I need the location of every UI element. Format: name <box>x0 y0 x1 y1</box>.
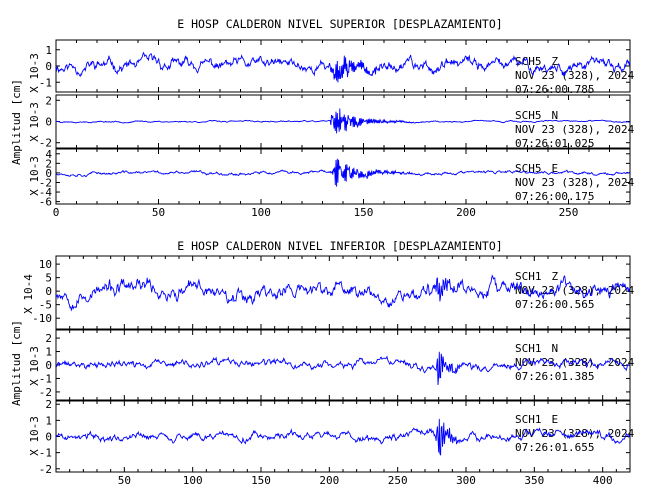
channel-date-label: NOV 23 (328), 2024 <box>515 69 635 82</box>
x-tick-label: 200 <box>456 206 476 219</box>
upper-channel-e: X 10-3 SCH5 E NOV 23 (328), 2024 07:26:00… <box>28 156 635 203</box>
lower-trace-z <box>55 274 631 312</box>
upper-channel-n: X 10-3 SCH5 N NOV 23 (328), 2024 07:26:01… <box>28 102 635 150</box>
channel-date-label: NOV 23 (328), 2024 <box>515 176 635 189</box>
channel-date-label: NOV 23 (328), 2024 <box>515 356 635 369</box>
upper-trace-e <box>55 158 631 187</box>
x-tick-label: 400 <box>593 474 613 487</box>
y-tick-label: 1 <box>45 414 52 427</box>
y-tick-label: -5 <box>39 299 52 312</box>
channel-time-label: 07:26:01.025 <box>515 137 594 150</box>
x-tick-label: 250 <box>388 474 408 487</box>
channel-time-label: 07:26:00.175 <box>515 190 594 203</box>
y-tick-label: -2 <box>39 386 52 399</box>
channel-date-label: NOV 23 (328), 2024 <box>515 123 635 136</box>
y-tick-label: 2 <box>45 398 52 411</box>
component-name: Z <box>552 270 559 283</box>
channel-station-label: SCH1 N <box>515 342 558 355</box>
component-name: E <box>552 413 559 426</box>
y-tick-label: 0 <box>45 359 52 372</box>
x-tick-label: 300 <box>456 474 476 487</box>
channel-time-label: 07:26:00.565 <box>515 298 594 311</box>
channel-station-label: SCH5 N <box>515 109 558 122</box>
x-tick-label: 350 <box>524 474 544 487</box>
component-name: Z <box>552 55 559 68</box>
upper-trace-z <box>55 51 631 83</box>
station-name: SCH1 <box>515 270 542 283</box>
y-tick-label: -2 <box>39 176 52 189</box>
lower-ylabel: Amplitud [cm] <box>10 320 23 406</box>
y-tick-label: 10 <box>39 258 52 271</box>
channel-time-label: 07:26:01.385 <box>515 370 594 383</box>
channel-scale-label: X 10-3 <box>28 53 41 93</box>
y-tick-label: 0 <box>45 431 52 444</box>
component-name: E <box>552 162 559 175</box>
y-tick-label: 2 <box>45 157 52 170</box>
lower-panel-title: E HOSP CALDERON NIVEL INFERIOR [DESPLAZA… <box>177 239 502 253</box>
y-tick-label: 1 <box>45 346 52 359</box>
x-tick-label: 250 <box>559 206 579 219</box>
lower-channel-n: X 10-3 SCH1 N NOV 23 (328), 2024 07:26:01… <box>28 342 635 386</box>
channel-scale-label: X 10-4 <box>22 274 35 314</box>
y-tick-label: 0 <box>45 285 52 298</box>
channel-date-label: NOV 23 (328), 2024 <box>515 427 635 440</box>
x-tick-label: 50 <box>152 206 165 219</box>
y-tick-label: -4 <box>39 186 53 199</box>
upper-panel-title: E HOSP CALDERON NIVEL SUPERIOR [DESPLAZA… <box>177 17 502 31</box>
y-tick-label: 2 <box>45 94 52 107</box>
channel-time-label: 07:26:00.785 <box>515 83 594 96</box>
x-tick-label: 100 <box>251 206 271 219</box>
station-name: SCH1 <box>515 413 542 426</box>
x-tick-label: 150 <box>251 474 271 487</box>
y-tick-label: 5 <box>45 272 52 285</box>
component-name: N <box>552 109 559 122</box>
channel-scale-label: X 10-3 <box>28 416 41 456</box>
channel-scale-label: X 10-3 <box>28 102 41 142</box>
station-name: SCH5 <box>515 55 542 68</box>
station-name: SCH5 <box>515 162 542 175</box>
y-tick-label: 0 <box>45 116 52 129</box>
y-tick-label: -2 <box>39 137 52 150</box>
y-tick-label: -10 <box>32 312 52 325</box>
lower-channel-z: X 10-4 SCH1 Z NOV 23 (328), 2024 07:26:00… <box>22 270 635 314</box>
y-tick-label: 4 <box>45 148 52 161</box>
channel-time-label: 07:26:01.655 <box>515 441 594 454</box>
channel-station-label: SCH1 E <box>515 413 558 426</box>
y-tick-label: 0 <box>45 60 52 73</box>
y-tick-label: -1 <box>39 76 52 89</box>
channel-station-label: SCH5 E <box>515 162 558 175</box>
y-tick-label: -2 <box>39 463 52 476</box>
upper-trace-n <box>55 108 630 134</box>
lower-trace-n <box>55 351 631 386</box>
y-tick-label: 0 <box>45 167 52 180</box>
x-tick-label: 50 <box>118 474 131 487</box>
upper-ylabel: Amplitud [cm] <box>10 79 23 165</box>
component-name: N <box>552 342 559 355</box>
lower-trace-e <box>55 418 631 456</box>
channel-scale-label: X 10-3 <box>28 346 41 386</box>
y-tick-label: -1 <box>39 372 52 385</box>
y-tick-label: -1 <box>39 447 52 460</box>
x-tick-label: 100 <box>183 474 203 487</box>
upper-channel-z: X 10-3 SCH5 Z NOV 23 (328), 2024 07:26:00… <box>28 53 635 96</box>
y-tick-label: 1 <box>45 44 52 57</box>
y-tick-label: 2 <box>45 332 52 345</box>
x-tick-label: 200 <box>319 474 339 487</box>
x-tick-label: 150 <box>354 206 374 219</box>
channel-station-label: SCH1 Z <box>515 270 559 283</box>
channel-station-label: SCH5 Z <box>515 55 559 68</box>
y-tick-label: -6 <box>39 196 52 209</box>
station-name: SCH1 <box>515 342 542 355</box>
station-name: SCH5 <box>515 109 542 122</box>
x-tick-label: 0 <box>53 206 60 219</box>
channel-scale-label: X 10-3 <box>28 156 41 196</box>
lower-channel-e: X 10-3 SCH1 E NOV 23 (328), 2024 07:26:01… <box>28 413 635 456</box>
